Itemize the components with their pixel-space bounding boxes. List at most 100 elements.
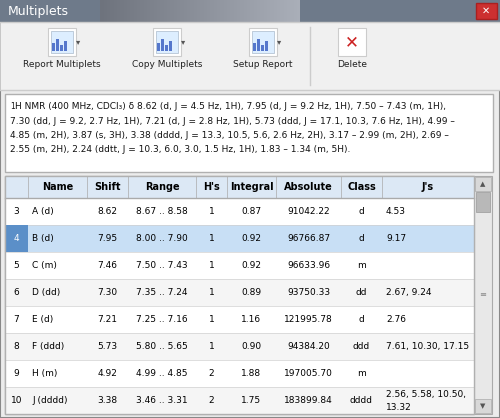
- Text: 2.76: 2.76: [386, 315, 406, 324]
- Bar: [124, 0, 125, 22]
- Text: d: d: [358, 315, 364, 324]
- Bar: [159, 0, 160, 22]
- Bar: [177, 0, 178, 22]
- Bar: [120, 0, 121, 22]
- Text: 7.25 .. 7.16: 7.25 .. 7.16: [136, 315, 188, 324]
- Bar: [212, 0, 213, 22]
- Bar: [290, 0, 291, 22]
- Bar: [125, 0, 126, 22]
- Bar: [222, 0, 223, 22]
- Text: ▾: ▾: [181, 38, 185, 46]
- Text: 0.92: 0.92: [242, 234, 262, 243]
- Bar: [214, 0, 215, 22]
- Text: 3.46 .. 3.31: 3.46 .. 3.31: [136, 396, 188, 405]
- Bar: [188, 0, 189, 22]
- Bar: [141, 0, 142, 22]
- Text: 5.73: 5.73: [98, 342, 117, 351]
- Bar: [153, 0, 154, 22]
- Text: 1: 1: [208, 315, 214, 324]
- Bar: [249, 0, 250, 22]
- Bar: [148, 0, 149, 22]
- Bar: [198, 0, 199, 22]
- Text: 0.90: 0.90: [242, 342, 262, 351]
- Text: 2.56, 5.58, 10.50,: 2.56, 5.58, 10.50,: [386, 390, 466, 398]
- Bar: [265, 0, 266, 22]
- Bar: [116, 0, 117, 22]
- Text: 7.61, 10.30, 17.15: 7.61, 10.30, 17.15: [386, 342, 469, 351]
- Text: ddd: ddd: [353, 342, 370, 351]
- Text: F (ddd): F (ddd): [32, 342, 64, 351]
- Bar: [475, 399, 491, 413]
- Bar: [160, 0, 161, 22]
- Bar: [107, 0, 108, 22]
- Text: 1: 1: [208, 342, 214, 351]
- Bar: [165, 0, 166, 22]
- Text: Copy Multiplets: Copy Multiplets: [132, 60, 202, 69]
- Bar: [108, 0, 109, 22]
- Bar: [215, 0, 216, 22]
- Bar: [131, 0, 132, 22]
- Bar: [286, 0, 287, 22]
- Text: dddd: dddd: [350, 396, 373, 405]
- Bar: [224, 0, 225, 22]
- Bar: [176, 0, 177, 22]
- Bar: [139, 0, 140, 22]
- Bar: [287, 0, 288, 22]
- Text: Report Multiplets: Report Multiplets: [23, 60, 101, 69]
- Bar: [220, 0, 221, 22]
- Bar: [187, 0, 188, 22]
- Bar: [229, 0, 230, 22]
- Text: 7.46: 7.46: [98, 261, 117, 270]
- Bar: [122, 0, 123, 22]
- Bar: [253, 43, 256, 51]
- Bar: [117, 0, 118, 22]
- Bar: [219, 0, 220, 22]
- Text: 7.30: 7.30: [98, 288, 117, 297]
- Text: E (d): E (d): [32, 315, 53, 324]
- Bar: [195, 0, 196, 22]
- Bar: [143, 0, 144, 22]
- Bar: [185, 0, 186, 22]
- Text: 1: 1: [208, 234, 214, 243]
- Bar: [338, 28, 366, 56]
- Text: m: m: [357, 261, 366, 270]
- Bar: [242, 0, 243, 22]
- Bar: [60, 45, 63, 51]
- Bar: [259, 0, 260, 22]
- Bar: [145, 0, 146, 22]
- Bar: [239, 0, 240, 22]
- Bar: [252, 0, 253, 22]
- Bar: [264, 0, 265, 22]
- Text: 7.35 .. 7.24: 7.35 .. 7.24: [136, 288, 188, 297]
- Bar: [190, 0, 191, 22]
- Bar: [112, 0, 113, 22]
- Bar: [142, 0, 143, 22]
- Bar: [154, 0, 155, 22]
- Bar: [169, 41, 172, 51]
- Bar: [474, 176, 492, 414]
- Bar: [5, 198, 474, 225]
- Bar: [5, 333, 474, 360]
- Bar: [283, 0, 284, 22]
- Bar: [161, 0, 162, 22]
- Text: 4.92: 4.92: [98, 369, 117, 378]
- Bar: [5, 306, 474, 333]
- Text: Shift: Shift: [94, 182, 121, 192]
- Bar: [133, 0, 134, 22]
- Text: 3: 3: [14, 207, 20, 216]
- Bar: [111, 0, 112, 22]
- Text: 7.30 (dd, J = 9.2, 2.7 Hz, 1H), 7.21 (d, J = 2.8 Hz, 1H), 5.73 (ddd, J = 17.1, 1: 7.30 (dd, J = 9.2, 2.7 Hz, 1H), 7.21 (d,…: [10, 117, 455, 125]
- Text: 10: 10: [11, 396, 22, 405]
- Bar: [5, 225, 474, 252]
- Text: dd: dd: [356, 288, 367, 297]
- Bar: [136, 0, 137, 22]
- Text: A (d): A (d): [32, 207, 54, 216]
- Text: J (dddd): J (dddd): [32, 396, 68, 405]
- Bar: [130, 0, 131, 22]
- Bar: [211, 0, 212, 22]
- Text: 5.80 .. 5.65: 5.80 .. 5.65: [136, 342, 188, 351]
- Text: 7.21: 7.21: [98, 315, 117, 324]
- Bar: [200, 0, 201, 22]
- Text: 3.38: 3.38: [98, 396, 117, 405]
- Bar: [247, 0, 248, 22]
